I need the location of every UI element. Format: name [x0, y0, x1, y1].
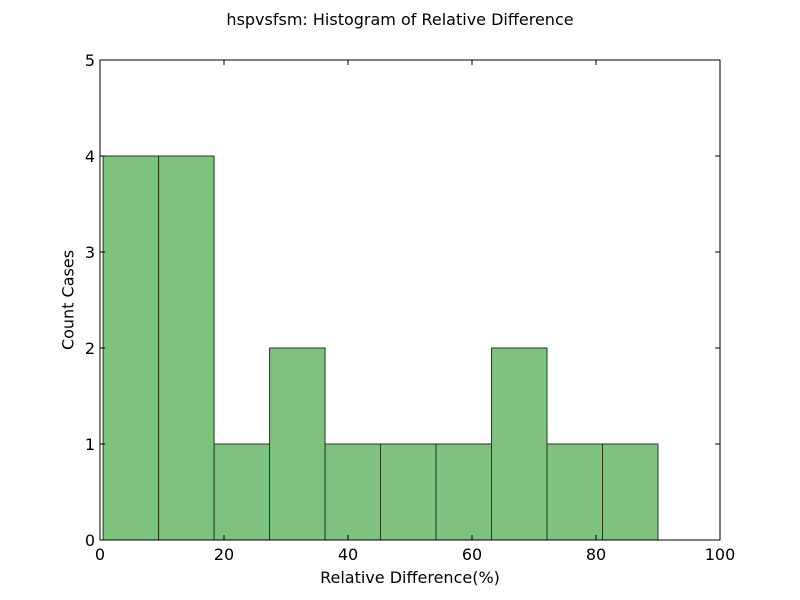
x-ticks: 0 20 40 60 80 100 — [95, 60, 735, 564]
histogram-bar — [491, 347, 548, 541]
histogram-bar — [269, 347, 326, 541]
y-tick-label: 5 — [85, 51, 95, 70]
x-tick-label: 20 — [214, 545, 234, 564]
y-tick-label: 4 — [85, 147, 95, 166]
histogram-bar — [324, 443, 382, 541]
histogram-bar — [546, 443, 604, 541]
y-tick-label: 0 — [85, 531, 95, 550]
x-tick-label: 80 — [586, 545, 606, 564]
histogram-bar — [158, 155, 215, 541]
chart-title: hspvsfsm: Histogram of Relative Differen… — [226, 10, 574, 29]
x-axis-label: Relative Difference(%) — [320, 568, 500, 587]
y-tick-label: 3 — [85, 243, 95, 262]
y-ticks: 0 1 2 3 4 5 — [85, 51, 720, 550]
x-tick-label: 100 — [705, 545, 736, 564]
bars-group — [102, 155, 659, 541]
x-tick-label: 40 — [338, 545, 358, 564]
x-tick-label: 60 — [462, 545, 482, 564]
histogram-bar — [380, 443, 437, 541]
histogram-bar — [435, 443, 493, 541]
y-tick-label: 2 — [85, 339, 95, 358]
axes-frame — [99, 59, 721, 541]
histogram-bar — [602, 443, 659, 541]
histogram-bar — [102, 155, 160, 541]
y-tick-label: 1 — [85, 435, 95, 454]
histogram-bar — [213, 443, 271, 541]
y-axis-label: Count Cases — [58, 249, 78, 351]
x-tick-label: 0 — [95, 545, 105, 564]
